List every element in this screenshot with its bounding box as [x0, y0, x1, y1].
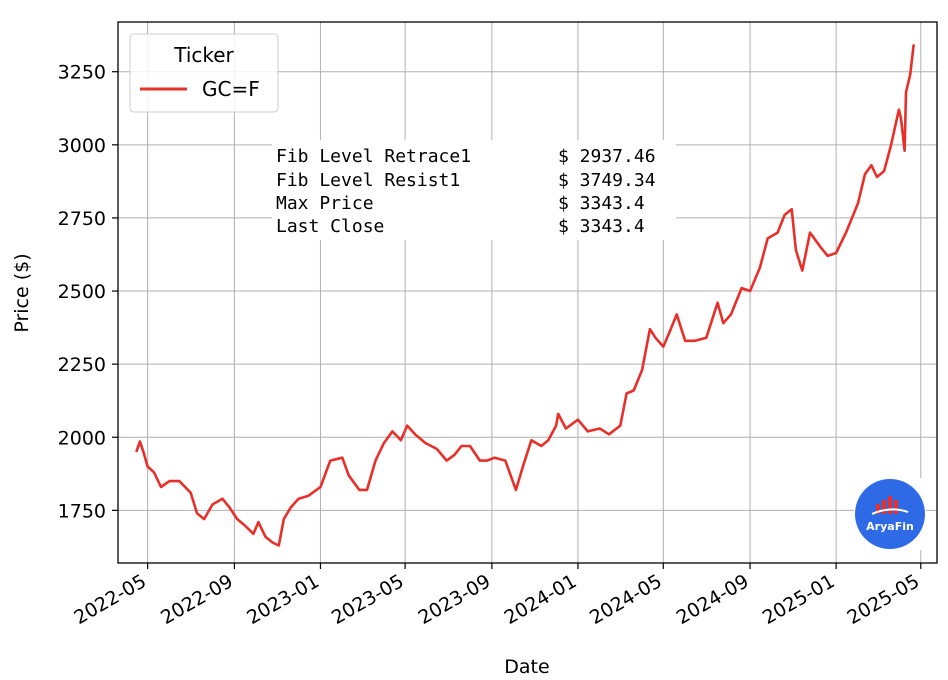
annotation-value-fib-retrace: $ 2937.46 [558, 146, 656, 167]
x-axis-title: Date [504, 656, 549, 678]
y-tick-label: 2000 [58, 427, 106, 449]
annotation-label-fib-resist: Fib Level Resist1 [276, 170, 460, 191]
annotation-value-last-close: $ 3343.4 [558, 216, 645, 237]
legend-title: Ticker [173, 43, 234, 67]
y-tick-label: 2250 [58, 354, 106, 376]
logo-text: AryaFin [866, 520, 914, 533]
annotation-value-max-price: $ 3343.4 [558, 193, 645, 214]
annotation-label-last-close: Last Close [276, 216, 384, 237]
legend-entry-gc-f: GC=F [202, 77, 260, 101]
y-tick-label: 2750 [58, 208, 106, 230]
series-layer [135, 44, 915, 547]
annotation-value-fib-resist: $ 3749.34 [558, 170, 656, 191]
aryafin-logo: AryaFin [854, 478, 926, 550]
y-tick-label: 3000 [58, 135, 106, 157]
annotation-label-fib-retrace: Fib Level Retrace1 [276, 146, 471, 167]
annotation-background [272, 140, 676, 240]
annotation-box: Fib Level Retrace1 $ 2937.46 Fib Level R… [272, 140, 676, 240]
y-axis-title: Price ($) [11, 253, 33, 332]
annotation-label-max-price: Max Price [276, 193, 374, 214]
legend: Ticker GC=F [129, 33, 279, 113]
y-tick-label: 2500 [58, 281, 106, 303]
y-tick-label: 1750 [58, 500, 106, 522]
bar-chart-icon [871, 496, 909, 515]
series-line-gc-f [135, 44, 915, 547]
legend-box [129, 33, 279, 113]
plot-frame [117, 21, 938, 564]
y-tick-label: 3250 [58, 62, 106, 84]
